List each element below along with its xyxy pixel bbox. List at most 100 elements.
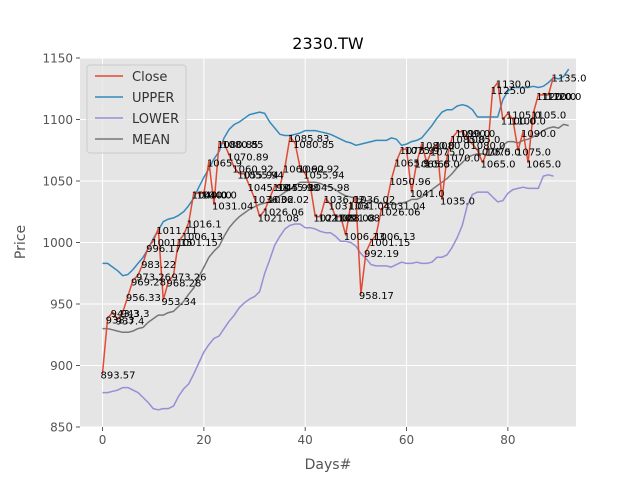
close-data-label: 1065.0 bbox=[415, 160, 450, 171]
close-data-label: 1036.02 bbox=[268, 195, 309, 206]
close-data-label: 1021.08 bbox=[334, 214, 375, 225]
series-lines bbox=[101, 68, 570, 411]
x-tick-label: 20 bbox=[196, 433, 211, 447]
close-data-label: 958.17 bbox=[359, 291, 394, 302]
legend-label-close: Close bbox=[132, 70, 167, 85]
close-data-label: 1065.9 bbox=[207, 158, 242, 169]
close-data-label: 1105.0 bbox=[506, 110, 541, 121]
close-data-label: 1016.1 bbox=[187, 220, 222, 231]
close-data-label: 1080.85 bbox=[222, 140, 263, 151]
series-line-mean bbox=[102, 123, 569, 334]
close-data-label: 1021.08 bbox=[339, 214, 380, 225]
close-data-label: 1035.0 bbox=[440, 196, 475, 207]
close-data-label: 1031.04 bbox=[349, 201, 390, 212]
close-data-label: 1001.15 bbox=[369, 238, 410, 249]
close-data-label: 996.17 bbox=[146, 244, 181, 255]
close-data-label: 1036.02 bbox=[323, 195, 364, 206]
close-data-label: 1120.0 bbox=[536, 92, 571, 103]
close-data-label: 1026.06 bbox=[379, 207, 420, 218]
close-data-label: 1055.94 bbox=[303, 171, 344, 182]
close-data-label: 1120.0 bbox=[546, 92, 581, 103]
close-data-label: 1060.92 bbox=[232, 165, 273, 176]
close-data-label: 1065.0 bbox=[526, 160, 561, 171]
close-data-label: 1065.0 bbox=[481, 160, 516, 171]
close-data-label: 1125.0 bbox=[491, 86, 526, 97]
close-data-label: 1090.0 bbox=[455, 129, 490, 140]
close-data-label: 943.3 bbox=[111, 309, 140, 320]
close-data-label: 1075.0 bbox=[516, 147, 551, 158]
close-data-label: 1075.0 bbox=[475, 147, 510, 158]
close-data-label: 1075.9 bbox=[399, 146, 434, 157]
close-data-label: 973.26 bbox=[171, 272, 206, 283]
y-tick-label: 850 bbox=[50, 421, 73, 435]
y-tick-label: 1050 bbox=[42, 175, 73, 189]
legend-box bbox=[86, 64, 187, 154]
x-tick-label: 40 bbox=[298, 433, 313, 447]
close-data-label: 1065.0 bbox=[425, 160, 460, 171]
close-data-label: 1006.13 bbox=[344, 232, 385, 243]
legend-label-upper: UPPER bbox=[132, 91, 174, 106]
close-data-label: 937.4 bbox=[116, 316, 145, 327]
close-data-label: 1070.0 bbox=[445, 153, 480, 164]
close-data-label: 943.3 bbox=[121, 309, 150, 320]
close-data-label: 1001.15 bbox=[151, 238, 192, 249]
close-data-label: 1085.83 bbox=[288, 134, 329, 145]
close-data-label: 1085.0 bbox=[465, 135, 500, 146]
close-data-label: 1060.92 bbox=[283, 165, 324, 176]
close-data-label: 953.34 bbox=[161, 297, 196, 308]
close-data-label: 1006.13 bbox=[374, 232, 415, 243]
close-data-label: 1001.15 bbox=[177, 238, 218, 249]
x-tick-label: 60 bbox=[399, 433, 414, 447]
close-data-label: 1100.0 bbox=[501, 117, 536, 128]
y-tick-label: 900 bbox=[50, 359, 73, 373]
close-data-label: 968.28 bbox=[166, 279, 201, 290]
x-tick-label: 0 bbox=[99, 433, 107, 447]
close-data-label: 1075.9 bbox=[405, 146, 440, 157]
close-data-label: 1080.0 bbox=[420, 141, 455, 152]
close-data-label: 1006.13 bbox=[182, 232, 223, 243]
close-data-label: 1036.02 bbox=[253, 195, 294, 206]
close-data-label: 1130.0 bbox=[496, 80, 531, 91]
close-data-label: 1026.06 bbox=[263, 207, 304, 218]
close-data-label: 1040.0 bbox=[202, 190, 237, 201]
close-data-label: 1120.0 bbox=[541, 92, 576, 103]
legend-label-lower: LOWER bbox=[132, 112, 179, 127]
close-data-label: 1090.0 bbox=[521, 129, 556, 140]
close-data-label: 1041.0 bbox=[410, 189, 445, 200]
close-data-label: 1135.0 bbox=[551, 73, 586, 84]
close-data-label: 992.19 bbox=[364, 249, 399, 260]
close-data-label: 1080.85 bbox=[217, 140, 258, 151]
legend: Close UPPER LOWER MEAN bbox=[86, 64, 187, 154]
close-data-label: 1080.0 bbox=[470, 141, 505, 152]
close-data-label: 1085.0 bbox=[450, 135, 485, 146]
chart-title: 2330.TW bbox=[292, 34, 364, 53]
close-data-label: 1090.0 bbox=[460, 129, 495, 140]
close-data-label: 1075.0 bbox=[430, 147, 465, 158]
close-data-label: 1031.04 bbox=[212, 201, 253, 212]
close-data-label: 1031.04 bbox=[384, 201, 425, 212]
close-data-label: 1045.98 bbox=[308, 183, 349, 194]
close-data-label: 1105.0 bbox=[531, 110, 566, 121]
legend-label-mean: MEAN bbox=[132, 133, 170, 148]
close-data-label: 1070.89 bbox=[227, 152, 268, 163]
y-axis-label: Price bbox=[13, 225, 29, 259]
y-tick-labels: 850 900 950 1000 1050 1100 1150 bbox=[42, 52, 80, 435]
close-data-label: 1036.02 bbox=[354, 195, 395, 206]
close-data-label: 1021.08 bbox=[318, 214, 359, 225]
close-data-label: 1021.08 bbox=[258, 214, 299, 225]
close-data-label: 1040.0 bbox=[197, 190, 232, 201]
close-data-label: 1045.98 bbox=[273, 183, 314, 194]
close-data-label: 1100.0 bbox=[511, 117, 546, 128]
close-data-label: 1080.85 bbox=[293, 140, 334, 151]
close-data-label: 969.28 bbox=[131, 277, 166, 288]
series-line-lower bbox=[102, 174, 554, 411]
close-data-label: 1055.94 bbox=[237, 171, 278, 182]
close-data-label: 938.3 bbox=[106, 315, 135, 326]
series-line-close bbox=[101, 76, 555, 374]
data-labels: 893.57938.3943.3937.4943.3956.33969.2897… bbox=[101, 73, 587, 381]
close-data-label: 1040.0 bbox=[192, 190, 227, 201]
close-data-label: 1055.94 bbox=[242, 171, 283, 182]
x-tick-label: 80 bbox=[500, 433, 515, 447]
